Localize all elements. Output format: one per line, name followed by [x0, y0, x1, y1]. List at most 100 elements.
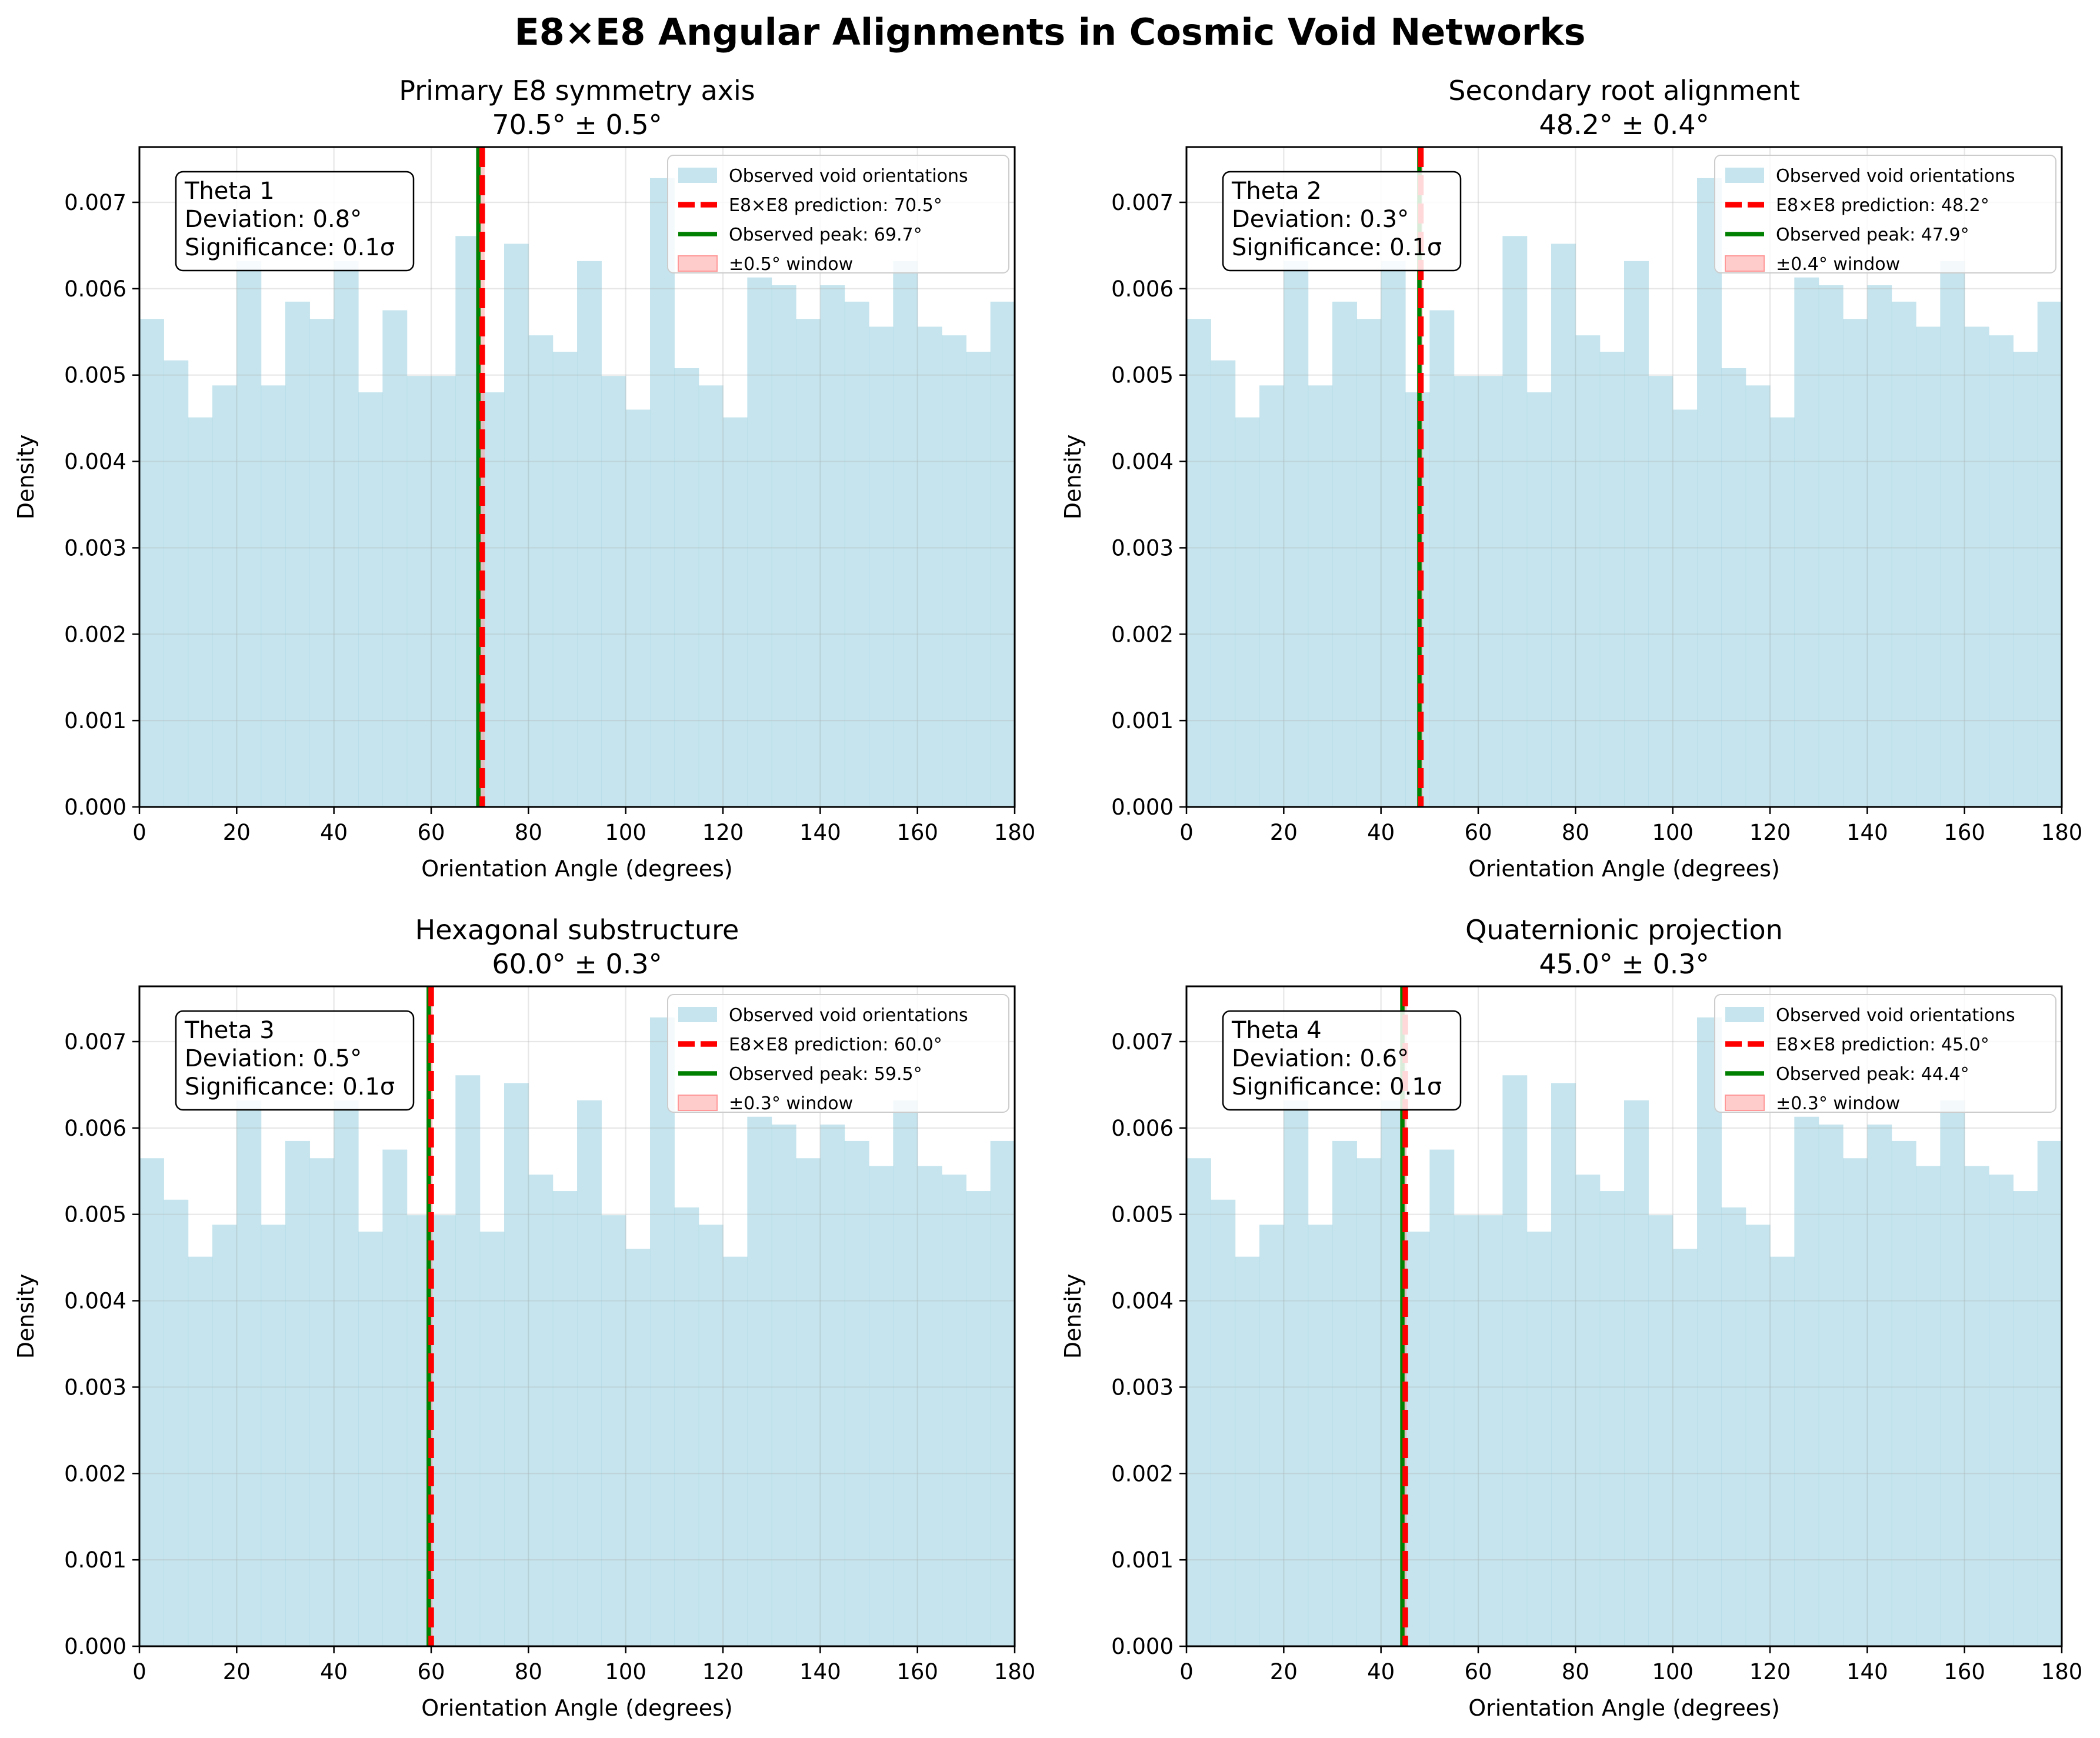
histogram-bar — [1332, 1140, 1357, 1646]
histogram-bar — [1575, 335, 1601, 807]
legend-label-observed: Observed peak: 44.4° — [1776, 1064, 1969, 1085]
x-tick-label: 40 — [320, 1659, 348, 1684]
y-axis-label: Density — [13, 1274, 39, 1359]
y-tick-label: 0.006 — [1111, 1116, 1174, 1141]
subplot-title: Hexagonal substructure — [415, 914, 739, 946]
y-tick-label: 0.005 — [64, 1202, 126, 1227]
histogram-bar — [1478, 1215, 1503, 1646]
x-tick-label: 0 — [132, 820, 146, 845]
x-tick-label: 20 — [223, 1659, 251, 1684]
x-tick-label: 160 — [1944, 820, 1985, 845]
y-tick-label: 0.001 — [64, 1547, 126, 1573]
histogram-bar — [747, 277, 772, 807]
histogram-bar — [1964, 326, 1989, 807]
legend-label-bars: Observed void orientations — [729, 1005, 968, 1026]
y-axis-label: Density — [13, 435, 39, 519]
x-axis-label: Orientation Angle (degrees) — [421, 1695, 732, 1721]
histogram-bar — [212, 1225, 237, 1646]
histogram-bar — [212, 385, 237, 807]
info-line-1: Theta 2 — [1231, 178, 1322, 205]
histogram-bar — [164, 360, 189, 807]
info-line-2: Deviation: 0.6° — [1232, 1045, 1409, 1072]
histogram-bar — [1697, 1017, 1722, 1646]
x-tick-label: 80 — [1562, 1659, 1589, 1684]
x-tick-label: 180 — [994, 1659, 1036, 1684]
histogram-bar — [1794, 277, 1819, 807]
histogram-bar — [528, 335, 554, 807]
info-box-frame — [175, 171, 415, 272]
y-tick-label: 0.001 — [64, 708, 126, 733]
x-tick-label: 140 — [1846, 820, 1888, 845]
histogram-bar — [2037, 301, 2062, 807]
histogram-bar — [1551, 1083, 1576, 1646]
y-tick-label: 0.007 — [64, 190, 126, 215]
histogram-bar — [1672, 1249, 1698, 1646]
x-axis-label: Orientation Angle (degrees) — [1468, 856, 1779, 882]
histogram-bar — [1454, 1215, 1479, 1646]
histogram-bar — [1575, 1175, 1601, 1646]
legend-swatch-bars — [678, 1007, 717, 1022]
histogram-bar — [1284, 1100, 1309, 1646]
histogram-bar — [309, 319, 335, 807]
y-tick-label: 0.005 — [1111, 1202, 1174, 1227]
legend: Observed void orientations E8×E8 predicti… — [1714, 155, 2056, 275]
histogram-bar — [236, 1100, 262, 1646]
legend-label-window: ±0.4° window — [1776, 254, 1900, 275]
histogram-bar — [2013, 1191, 2038, 1646]
axes-frame — [1185, 985, 2063, 1647]
histogram-bar — [1478, 376, 1503, 807]
histogram-bar — [1672, 409, 1698, 807]
y-tick-label: 0.000 — [64, 795, 126, 820]
histogram-bar — [1989, 1175, 2014, 1646]
x-tick-label: 40 — [1367, 820, 1395, 845]
histogram-bar — [1308, 385, 1333, 807]
x-tick-label: 60 — [1464, 820, 1492, 845]
histogram-bar — [455, 1075, 481, 1646]
histogram-bar — [1721, 1207, 1746, 1646]
histogram-bar — [650, 1017, 675, 1646]
histogram-bar — [1235, 417, 1260, 807]
histogram-bar — [528, 1175, 554, 1646]
histogram-bar — [479, 1232, 505, 1646]
histogram-bar — [1867, 285, 1892, 807]
info-line-1: Theta 1 — [184, 178, 275, 205]
x-tick-label: 60 — [1464, 1659, 1492, 1684]
axes-frame — [1185, 146, 2063, 808]
legend-swatch-bars — [678, 168, 717, 183]
histogram-bar — [893, 261, 918, 807]
histogram-bar — [285, 1140, 310, 1646]
subplot-subtitle: 70.5° ± 0.5° — [492, 109, 662, 141]
histogram-bar — [1745, 385, 1771, 807]
info-line-3: Significance: 0.1σ — [185, 234, 395, 261]
histogram-bar — [1818, 285, 1844, 807]
x-tick-label: 60 — [417, 1659, 445, 1684]
y-tick-label: 0.004 — [64, 449, 126, 475]
legend: Observed void orientations E8×E8 predicti… — [667, 994, 1009, 1114]
y-axis-label: Density — [1060, 1274, 1086, 1359]
legend: Observed void orientations E8×E8 predicti… — [1714, 994, 2056, 1114]
x-tick-label: 160 — [896, 820, 938, 845]
info-box-frame — [1222, 1010, 1462, 1111]
histogram-bar — [382, 310, 408, 807]
x-tick-label: 140 — [799, 820, 841, 845]
histogram-bar — [1526, 1232, 1552, 1646]
histogram-bar — [966, 1191, 991, 1646]
histogram-bar — [869, 1166, 894, 1646]
info-line-3: Significance: 0.1σ — [1232, 234, 1442, 261]
histogram-bar — [844, 301, 869, 807]
y-tick-label: 0.006 — [1111, 276, 1174, 302]
histogram-bar — [1429, 1149, 1455, 1646]
legend-label-window: ±0.3° window — [729, 1093, 853, 1114]
subplot-subtitle: 60.0° ± 0.3° — [492, 948, 662, 980]
x-tick-label: 0 — [132, 1659, 146, 1684]
histogram-bar — [236, 261, 262, 807]
histogram-bar — [1916, 326, 1941, 807]
histogram-bars — [1186, 178, 2062, 807]
x-tick-label: 80 — [1562, 820, 1589, 845]
histogram-bar — [1186, 1158, 1211, 1646]
info-line-1: Theta 4 — [1231, 1017, 1322, 1044]
